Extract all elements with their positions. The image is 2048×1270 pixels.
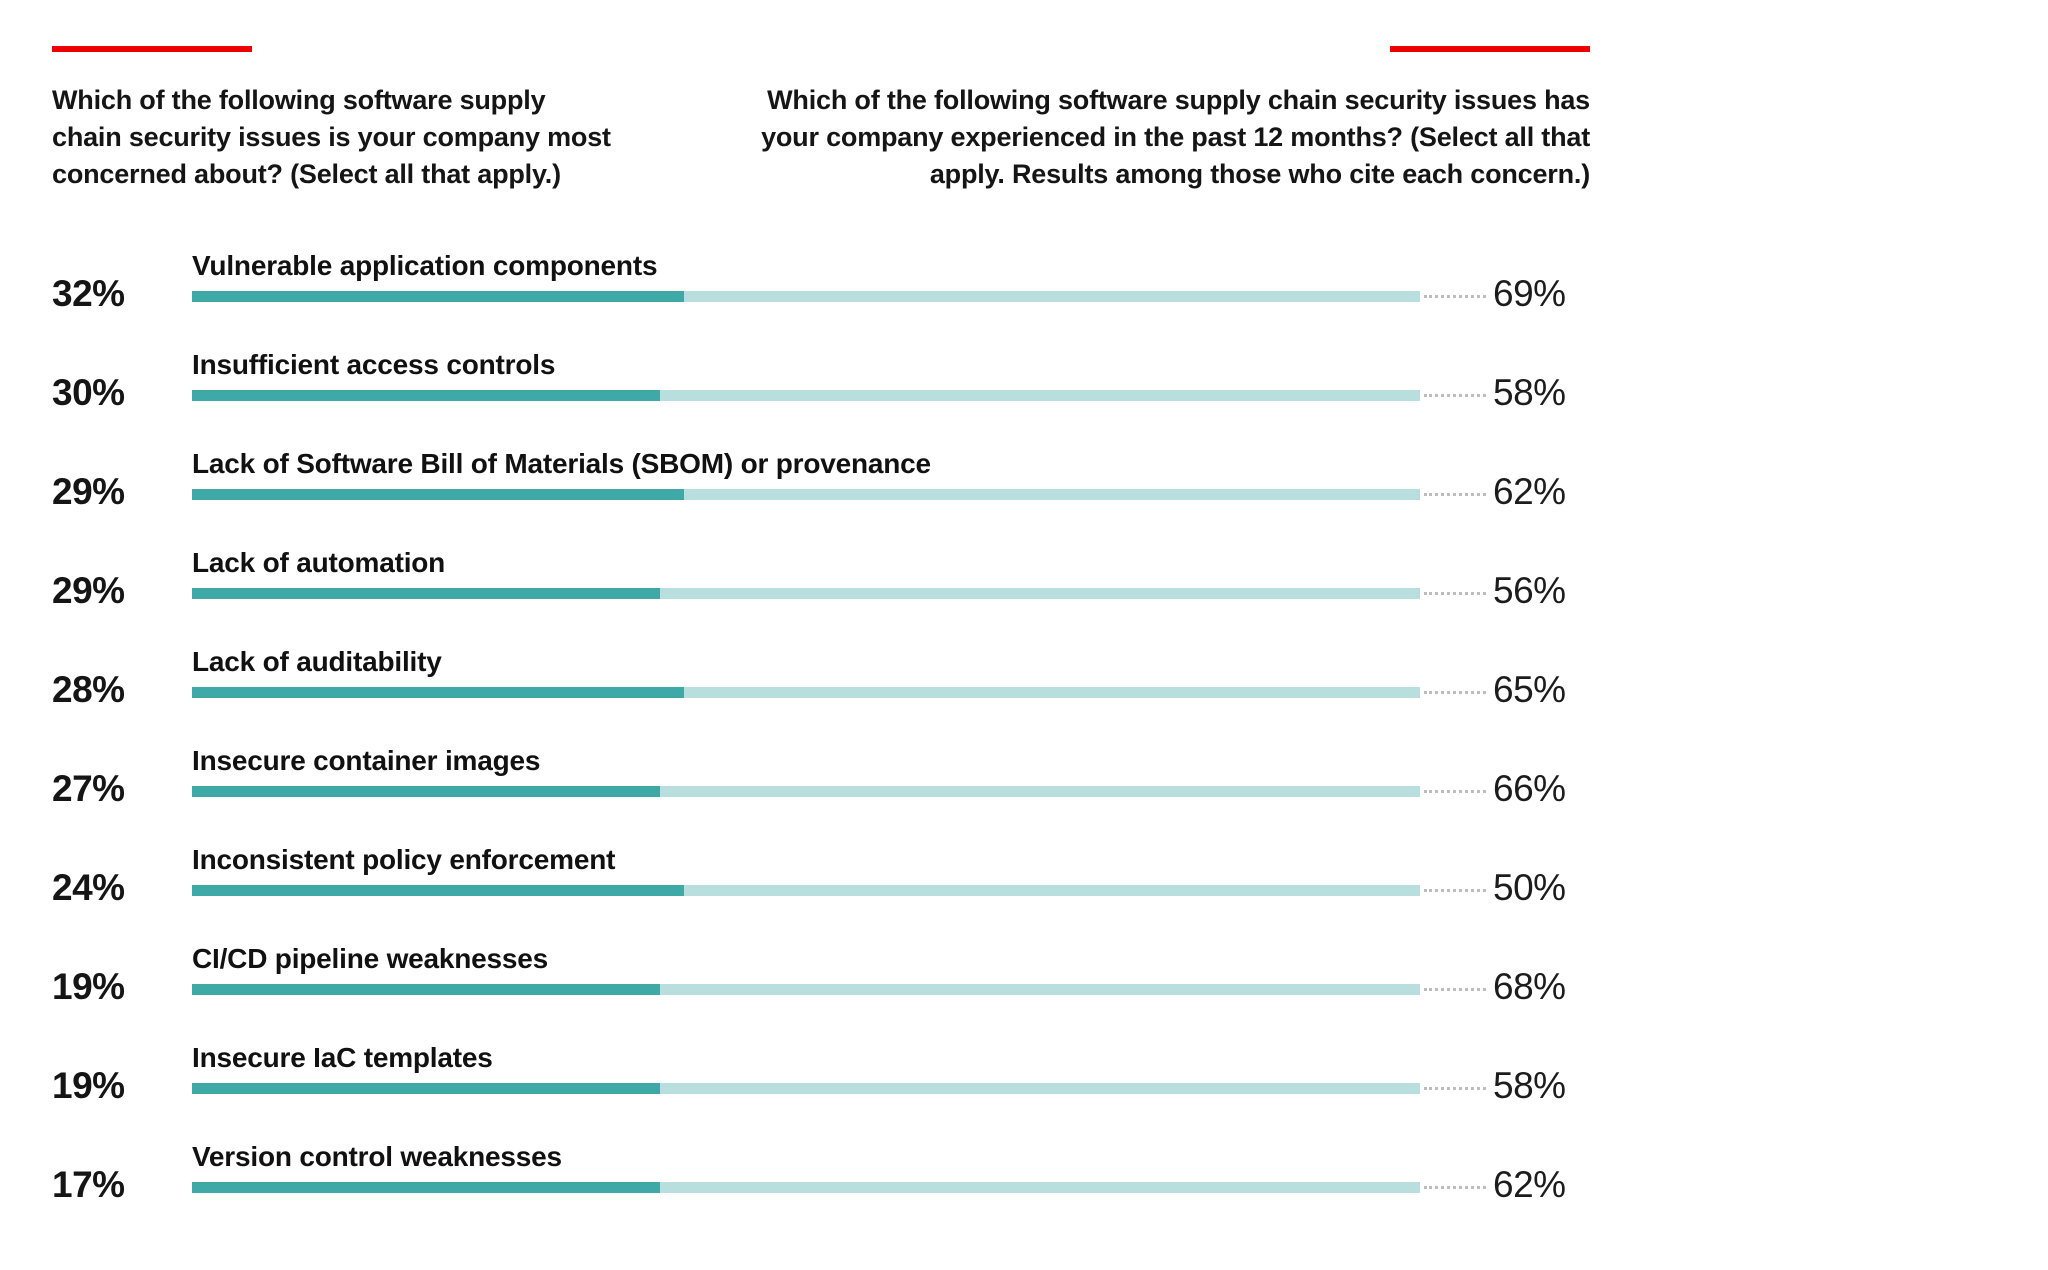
dotted-leader — [1424, 295, 1486, 298]
dotted-leader — [1424, 790, 1486, 793]
dotted-leader — [1424, 1087, 1486, 1090]
bar-track — [192, 588, 1420, 599]
experienced-value: 50% — [1493, 867, 1566, 908]
red-accent-rule-right — [1390, 46, 1590, 52]
bar-label: Insufficient access controls — [192, 349, 556, 380]
bar-fill — [192, 885, 685, 896]
concerned-value: 24% — [52, 867, 125, 908]
question-right-block: Which of the following software supply c… — [750, 46, 1590, 193]
dotted-leader — [1424, 493, 1486, 496]
bar-track — [192, 390, 1420, 401]
dotted-leader — [1424, 889, 1486, 892]
question-right-line-1: Which of the following software supply c… — [767, 85, 1590, 115]
dotted-leader — [1424, 691, 1486, 694]
question-left-heading: Which of the following software supply c… — [52, 82, 652, 193]
bar-fill — [192, 588, 660, 599]
concerned-value: 28% — [52, 669, 125, 710]
dotted-leader — [1424, 1186, 1486, 1189]
question-left-line-3: concerned about? (Select all that apply.… — [52, 159, 561, 189]
experienced-value: 58% — [1493, 1065, 1566, 1106]
bar-fill — [192, 687, 685, 698]
concerned-value: 32% — [52, 273, 125, 314]
bar-fill — [192, 1182, 660, 1193]
chart-row: 27% Insecure container images 66% — [0, 744, 2048, 843]
bar-track — [192, 687, 1420, 698]
bar-track — [192, 1083, 1420, 1094]
experienced-value: 68% — [1493, 966, 1566, 1007]
dotted-leader — [1424, 988, 1486, 991]
bar-track — [192, 786, 1420, 797]
bar-track — [192, 291, 1420, 302]
experienced-value: 56% — [1493, 570, 1566, 611]
chart-rows: 32% Vulnerable application components 69… — [0, 249, 2048, 1239]
chart-row: 19% Insecure IaC templates 58% — [0, 1041, 2048, 1140]
question-right-line-2: your company experienced in the past 12 … — [761, 122, 1590, 152]
bar-label: Vulnerable application components — [192, 250, 658, 281]
experienced-value: 69% — [1493, 273, 1566, 314]
bar-fill — [192, 1083, 660, 1094]
concerned-value: 29% — [52, 570, 125, 611]
bar-label: CI/CD pipeline weaknesses — [192, 943, 549, 974]
bar-label: Lack of automation — [192, 547, 446, 578]
experienced-value: 62% — [1493, 1164, 1566, 1205]
bar-fill — [192, 489, 685, 500]
concerned-value: 30% — [52, 372, 125, 413]
bar-track — [192, 1182, 1420, 1193]
chart-row: 29% Lack of automation 56% — [0, 546, 2048, 645]
concerned-value: 27% — [52, 768, 125, 809]
chart-row: 29% Lack of Software Bill of Materials (… — [0, 447, 2048, 546]
experienced-value: 65% — [1493, 669, 1566, 710]
bar-track — [192, 489, 1420, 500]
bar-fill — [192, 390, 660, 401]
concerned-value: 19% — [52, 1065, 125, 1106]
dotted-leader — [1424, 592, 1486, 595]
bar-fill — [192, 786, 660, 797]
bar-label: Insecure container images — [192, 745, 541, 776]
red-accent-rule-left — [52, 46, 252, 52]
experienced-value: 62% — [1493, 471, 1566, 512]
concerned-value: 17% — [52, 1164, 125, 1205]
bar-track — [192, 885, 1420, 896]
bar-fill — [192, 984, 660, 995]
dotted-leader — [1424, 394, 1486, 397]
question-left-line-1: Which of the following software supply — [52, 85, 546, 115]
concerned-value: 19% — [52, 966, 125, 1007]
chart-row: 32% Vulnerable application components 69… — [0, 249, 2048, 348]
question-right-line-3: apply. Results among those who cite each… — [929, 159, 1590, 189]
chart-row: 19% CI/CD pipeline weaknesses 68% — [0, 942, 2048, 1041]
bar-label: Version control weaknesses — [192, 1141, 562, 1172]
bar-track — [192, 984, 1420, 995]
bar-fill — [192, 291, 685, 302]
chart-row: 17% Version control weaknesses 62% — [0, 1140, 2048, 1239]
chart-row: 24% Inconsistent policy enforcement 50% — [0, 843, 2048, 942]
question-left-line-2: chain security issues is your company mo… — [52, 122, 611, 152]
chart-row: 30% Insufficient access controls 58% — [0, 348, 2048, 447]
bar-label: Lack of Software Bill of Materials (SBOM… — [192, 448, 931, 479]
bar-label: Lack of auditability — [192, 646, 442, 677]
concerned-value: 29% — [52, 471, 125, 512]
question-left-block: Which of the following software supply c… — [52, 46, 652, 193]
experienced-value: 66% — [1493, 768, 1566, 809]
bar-label: Inconsistent policy enforcement — [192, 844, 616, 875]
experienced-value: 58% — [1493, 372, 1566, 413]
bar-label: Insecure IaC templates — [192, 1042, 493, 1073]
question-right-heading: Which of the following software supply c… — [750, 82, 1590, 193]
chart-row: 28% Lack of auditability 65% — [0, 645, 2048, 744]
